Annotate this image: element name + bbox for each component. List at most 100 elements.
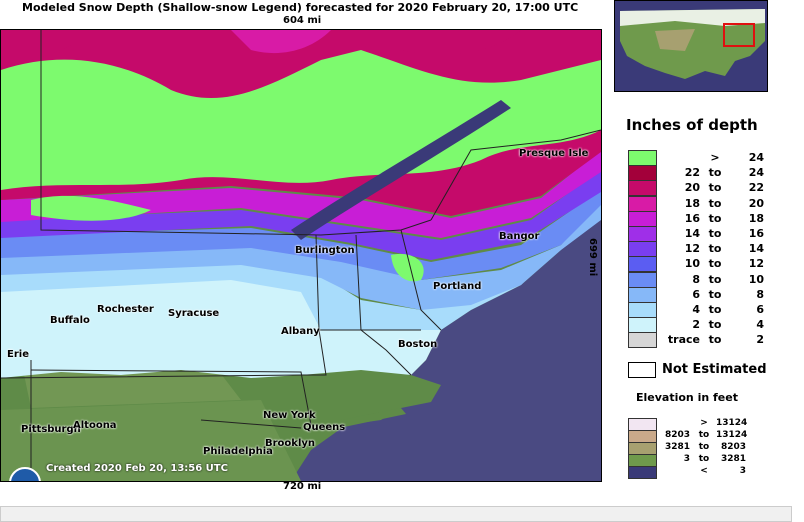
elevation-legend-row: 3 to 3281 — [628, 454, 793, 467]
elevation-high: 3 — [739, 466, 746, 476]
legend-low: 18 — [684, 196, 700, 210]
city-label: Queens — [303, 422, 346, 433]
legend-swatch — [628, 302, 657, 318]
legend-high: 22 — [748, 181, 764, 195]
legend-high: 24 — [748, 151, 764, 164]
legend-high: 10 — [748, 272, 764, 286]
legend-to: to — [708, 227, 722, 240]
depth-legend-row: 4 to 6 — [628, 302, 793, 318]
city-label: Portland — [433, 281, 482, 292]
city-label: Altoona — [73, 420, 117, 431]
city-label: New York — [263, 410, 316, 421]
bottom-scale-label: 720 mi — [283, 481, 322, 492]
legend-high: 12 — [748, 257, 764, 271]
legend-to: to — [708, 166, 722, 180]
depth-legend-row: 8 to 10 — [628, 271, 793, 288]
elevation-swatch — [628, 466, 657, 479]
depth-legend-row: 2 to 4 — [628, 317, 793, 334]
elevation-legend-row: <3 — [628, 466, 793, 479]
legend-high: 4 — [756, 318, 764, 332]
legend-to: to — [708, 242, 722, 256]
legend-low: 6 — [692, 287, 700, 301]
city-label: Brooklyn — [265, 438, 316, 449]
region-highlight-box — [723, 23, 755, 47]
legend-swatch — [628, 226, 657, 242]
legend-to: to — [708, 196, 722, 210]
city-label: Buffalo — [50, 315, 90, 326]
legend-swatch — [628, 180, 657, 197]
city-label: Syracuse — [168, 308, 220, 319]
city-label: Burlington — [295, 245, 355, 256]
elevation-legend-row: >13124 — [628, 418, 793, 431]
legend-low: 12 — [684, 242, 700, 256]
side-scale-label: 699 mi — [587, 238, 598, 277]
legend-low: 10 — [684, 257, 700, 271]
depth-legend-row: >24 — [628, 150, 793, 166]
not-estimated-swatch — [628, 362, 656, 378]
inset-graphic — [615, 1, 767, 91]
city-label: Rochester — [97, 304, 154, 315]
elevation-to: to — [698, 430, 710, 440]
city-label: Pittsburgh — [21, 424, 81, 435]
depth-legend-row: 20 to 22 — [628, 180, 793, 197]
legend-swatch — [628, 317, 657, 334]
legend-high: 6 — [756, 303, 764, 316]
legend-swatch — [628, 271, 657, 288]
legend-swatch — [628, 210, 657, 227]
created-timestamp: Created 2020 Feb 20, 13:56 UTC — [46, 463, 228, 474]
legend-title: Inches of depth — [626, 116, 758, 134]
legend-to: to — [708, 181, 722, 195]
depth-legend-row: 12 to 14 — [628, 241, 793, 258]
depth-legend-row: 14 to 16 — [628, 226, 793, 242]
elevation-high: 13124 — [716, 430, 748, 440]
elevation-legend-row: 8203 to 13124 — [628, 430, 793, 443]
map-graphic — [1, 30, 601, 481]
map-title: Modeled Snow Depth (Shallow-snow Legend)… — [22, 1, 579, 14]
elevation-to: to — [698, 454, 710, 464]
depth-legend-row: trace to 2 — [628, 332, 793, 349]
legend-low: 16 — [684, 211, 700, 225]
legend-high: 16 — [748, 227, 764, 240]
elevation-low: 3 — [683, 454, 690, 464]
legend-low: 2 — [692, 318, 700, 332]
elevation-legend-title: Elevation in feet — [636, 391, 738, 404]
not-estimated-label: Not Estimated — [662, 362, 767, 377]
legend-low: 20 — [684, 181, 700, 195]
legend-to: to — [708, 303, 722, 316]
elevation-low: 3281 — [664, 442, 690, 452]
legend-high: 8 — [756, 287, 764, 301]
elevation-low: 8203 — [664, 430, 690, 440]
city-label: Bangor — [499, 231, 540, 242]
city-label: Boston — [398, 339, 438, 350]
elevation-legend-row: 3281 to 8203 — [628, 442, 793, 455]
legend-low: 22 — [684, 166, 700, 180]
city-label: Presque Isle — [519, 148, 589, 159]
legend-low: 8 — [692, 272, 700, 286]
snow-depth-map: Presque Isle Burlington Bangor Portland … — [0, 29, 602, 482]
legend-high: 20 — [748, 196, 764, 210]
legend-swatch — [628, 150, 657, 166]
legend-low: 14 — [684, 227, 700, 240]
top-scale-label: 604 mi — [283, 15, 322, 26]
legend-swatch — [628, 165, 657, 182]
legend-to: > — [710, 151, 720, 164]
legend-swatch — [628, 286, 657, 303]
overview-inset-map — [614, 0, 768, 92]
legend-to: to — [708, 318, 722, 332]
depth-legend-row: 22 to 24 — [628, 165, 793, 182]
legend-high: 24 — [748, 166, 764, 180]
legend-to: to — [708, 287, 722, 301]
city-label: Erie — [7, 349, 29, 360]
city-label: Albany — [281, 326, 320, 337]
legend-high: 14 — [748, 242, 764, 256]
legend-low: 4 — [692, 303, 700, 316]
elevation-high: 3281 — [720, 454, 746, 464]
elevation-to: > — [700, 418, 708, 428]
legend-high: 2 — [756, 333, 764, 347]
legend-low: trace — [667, 333, 700, 347]
elevation-to: to — [698, 442, 710, 452]
depth-legend-row: 6 to 8 — [628, 286, 793, 303]
legend-swatch — [628, 256, 657, 273]
city-label: Philadelphia — [203, 446, 273, 457]
legend-to: to — [708, 333, 722, 347]
